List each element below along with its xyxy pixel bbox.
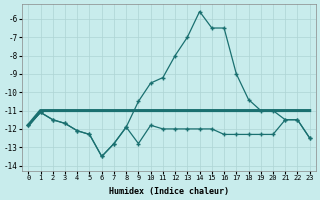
X-axis label: Humidex (Indice chaleur): Humidex (Indice chaleur) (109, 187, 229, 196)
